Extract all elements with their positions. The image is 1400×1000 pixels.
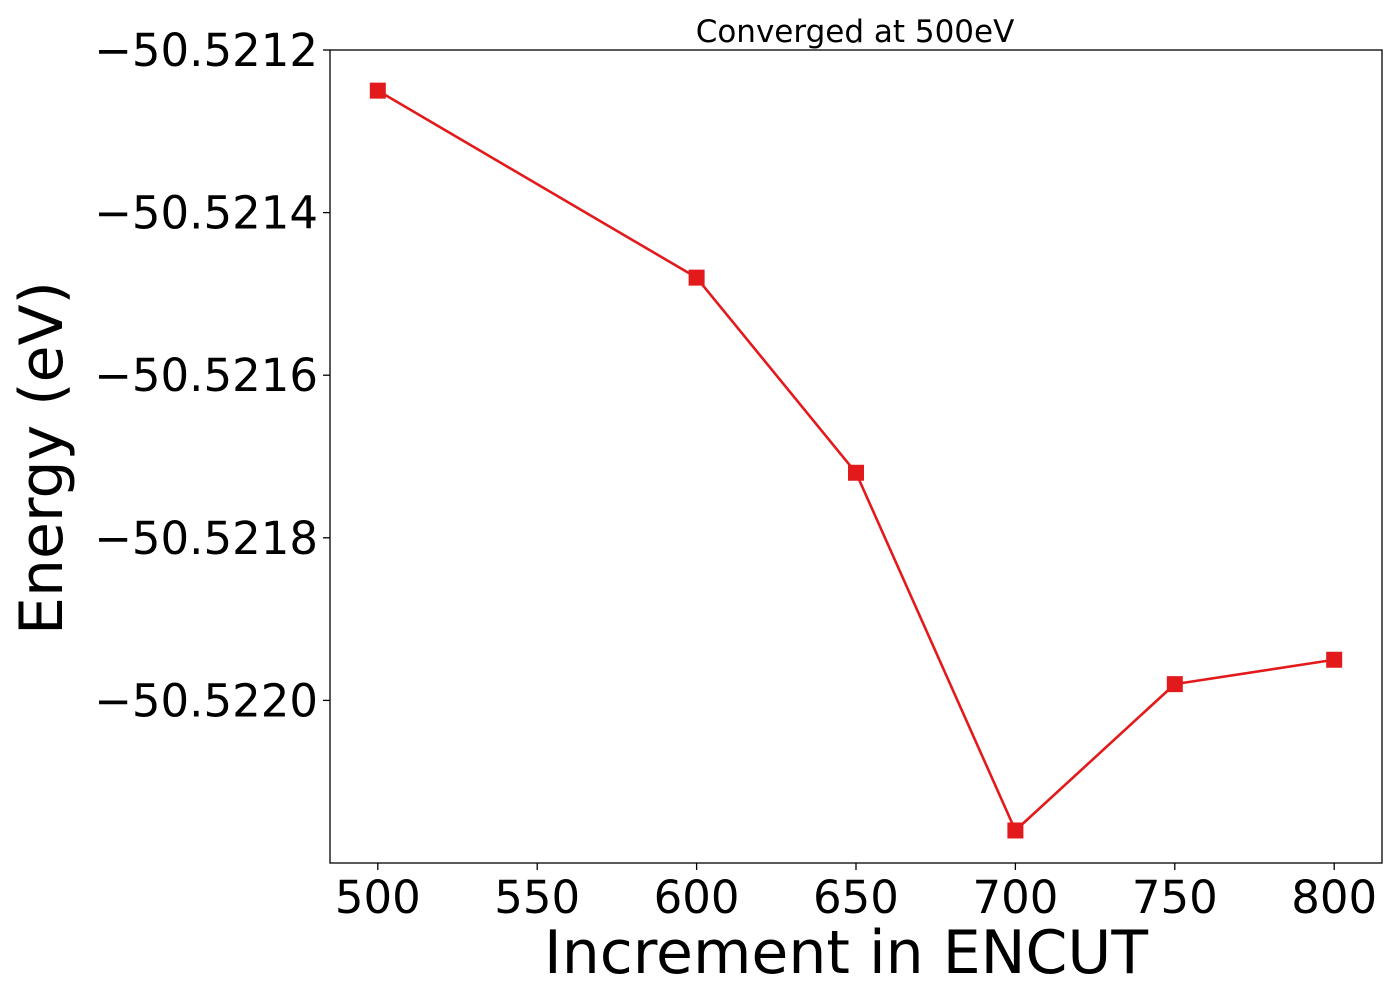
- data-point-marker: [369, 82, 386, 99]
- series-line: [377, 89, 1335, 832]
- y-tick-label: −50.5214: [94, 187, 318, 240]
- series-layer: [369, 82, 1343, 839]
- data-point-marker: [1326, 651, 1343, 668]
- y-axis: −50.5212 −50.5214 −50.5216 −50.5218 −50.5220: [94, 24, 330, 727]
- x-tick-label: 600: [654, 871, 740, 924]
- y-tick-label: −50.5212: [94, 24, 318, 77]
- x-axis: 500 550 600 650 700 750 800: [335, 863, 1377, 924]
- x-tick-label: 650: [813, 871, 899, 924]
- x-axis-label: Increment in ENCUT: [544, 918, 1148, 988]
- data-point-marker: [688, 269, 705, 286]
- y-tick-label: −50.5218: [94, 512, 318, 565]
- data-point-marker: [1007, 822, 1024, 839]
- data-point-marker: [1166, 676, 1183, 693]
- x-tick-label: 500: [335, 871, 421, 924]
- chart-title: Converged at 500eV: [696, 14, 1015, 50]
- y-tick-label: −50.5220: [94, 674, 318, 727]
- x-tick-label: 550: [494, 871, 580, 924]
- x-tick-label: 800: [1291, 871, 1377, 924]
- y-axis-label: Energy (eV): [7, 281, 77, 635]
- x-tick-label: 700: [972, 871, 1058, 924]
- plot-frame: [329, 49, 1383, 864]
- x-tick-label: 750: [1132, 871, 1218, 924]
- y-tick-label: −50.5216: [94, 349, 318, 402]
- data-point-marker: [848, 464, 864, 481]
